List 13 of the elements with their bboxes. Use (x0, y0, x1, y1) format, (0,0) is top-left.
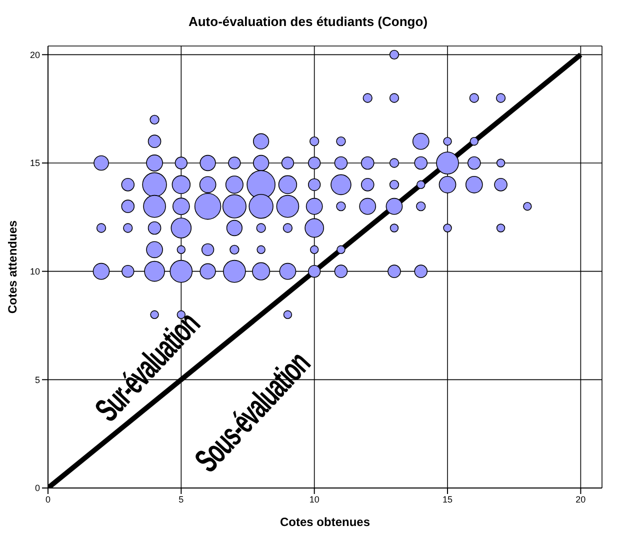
x-tick-label: 5 (178, 494, 184, 504)
x-tick-label: 15 (442, 494, 453, 504)
y-tick-label: 20 (30, 50, 40, 60)
x-tick-label: 10 (309, 494, 320, 504)
y-tick-label: 10 (30, 266, 40, 277)
y-tick-label: 0 (34, 483, 40, 494)
x-tick-label: 20 (576, 494, 586, 504)
y-tick-label: 15 (30, 158, 40, 168)
x-tick-label: 0 (45, 494, 51, 504)
x-axis-title: Cotes obtenues (280, 515, 370, 529)
y-tick-label: 5 (34, 374, 40, 385)
chart-title: Auto-évaluation des étudiants (Congo) (187, 13, 429, 31)
y-axis-title: Cotes attendues (5, 220, 20, 314)
